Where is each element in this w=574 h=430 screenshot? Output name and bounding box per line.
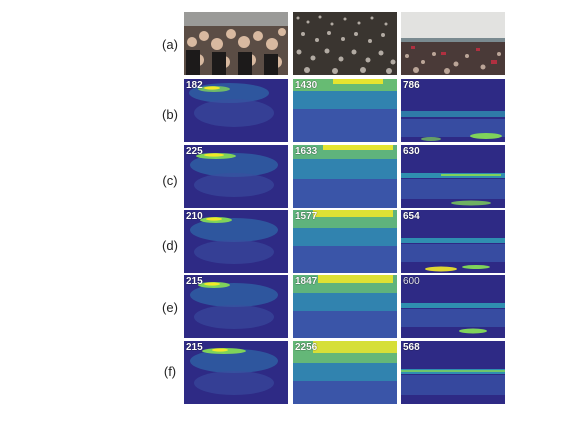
crowd-photo-2 [293,12,397,75]
count-label: 182 [186,80,203,91]
density-map-f1: 215 [184,341,288,404]
count-label: 1430 [295,80,318,91]
row-label-d: (d) [162,238,178,253]
density-map-d3: 654 [401,210,505,273]
density-map-b3: 786 [401,79,505,142]
count-label: 654 [403,211,420,222]
density-map-e3: 600 [401,275,505,338]
count-label: 225 [186,146,203,157]
density-map-b1: 182 [184,79,288,142]
count-label: 786 [403,80,420,91]
row-label-b: (b) [162,107,178,122]
density-map-b2: 1430 [293,79,397,142]
row-label-f: (f) [163,364,177,379]
row-label-e: (e) [162,300,178,315]
count-label: 1847 [295,276,318,287]
crowd-photo-3 [401,12,505,75]
row-label-a: (a) [162,37,178,52]
count-label: 215 [186,342,203,353]
count-label: 215 [186,276,203,287]
row-label-c: (c) [162,173,178,188]
density-map-e1: 215 [184,275,288,338]
count-label: 1633 [295,146,318,157]
count-label: 1577 [295,211,318,222]
density-map-c3: 630 [401,145,505,208]
count-label: 210 [186,211,203,222]
density-map-c2: 1633 [293,145,397,208]
count-label: 630 [403,146,420,157]
density-map-d1: 210 [184,210,288,273]
density-map-c1: 225 [184,145,288,208]
density-map-e2: 1847 [293,275,397,338]
density-map-f2: 2256 [293,341,397,404]
density-map-d2: 1577 [293,210,397,273]
count-label: 2256 [295,342,318,353]
crowd-photo-1 [184,12,288,75]
density-map-f3: 568 [401,341,505,404]
count-label: 600 [403,276,420,287]
count-label: 568 [403,342,420,353]
